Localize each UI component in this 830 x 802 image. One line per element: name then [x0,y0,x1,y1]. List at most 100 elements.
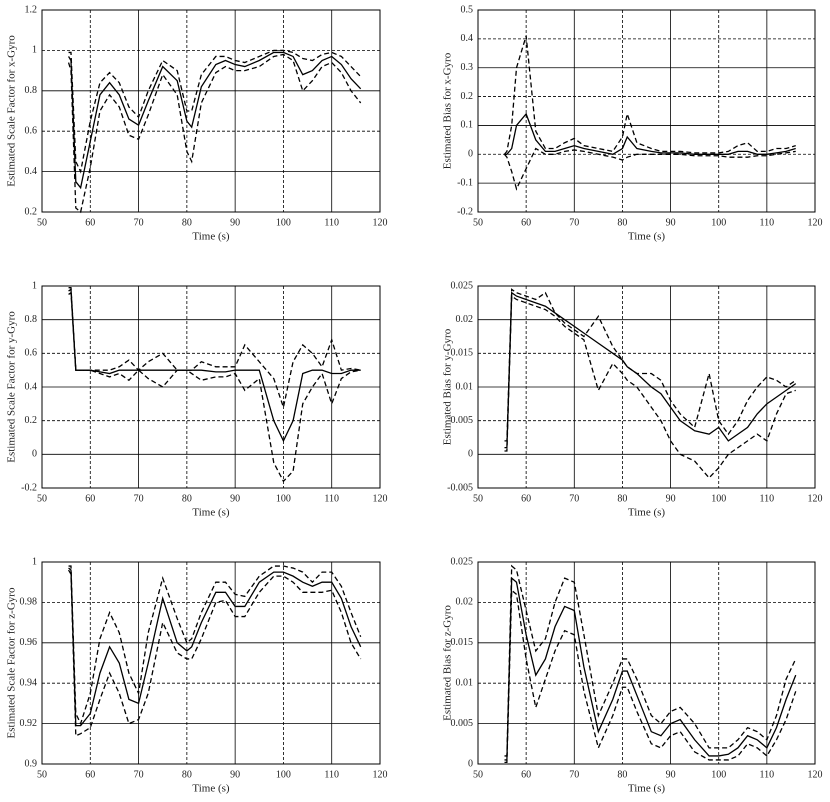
x-tick-label: 110 [760,493,775,504]
y-tick-label: -0.2 [21,482,37,493]
y-axis-title: Estimated Bias for z-Gyro [442,605,454,721]
y-tick-label: 0.9 [25,758,38,769]
y-axis-title: Estimated Bias for y-Gyro [442,328,454,445]
x-tick-label: 70 [569,217,579,228]
y-tick-label: 0 [468,149,473,160]
y-tick-label: 0.02 [456,597,474,608]
x-tick-label: 80 [182,493,192,504]
chart-panel: 50 60 70 80 90 100 110 120 0.2 0.4 0.6 0.8 1 1.2 Time … [6,4,388,242]
series-line [67,53,362,214]
chart-panel: 50 60 70 80 90 100 110 120 -0.2 0 0.2 0.4 0.6 0.8 1 Tim… [6,280,388,518]
x-tick-label: 50 [37,769,47,780]
y-tick-label: 0.015 [451,348,474,359]
y-tick-label: 0.025 [451,280,474,291]
x-tick-label: 120 [373,217,388,228]
x-tick-label: 60 [521,217,531,228]
y-tick-label: -0.1 [457,177,473,188]
x-tick-label: 90 [230,217,240,228]
y-tick-label: 0.2 [25,415,38,426]
y-axis-title: Estimated Bias for x-Gyro [442,52,454,169]
y-axis-title: Estimated Scale Factor for y-Gyro [6,311,18,463]
series-line [504,564,797,757]
x-tick-label: 120 [373,769,388,780]
plot-frame [41,9,381,213]
series-line [504,291,797,449]
x-tick-label: 90 [230,493,240,504]
y-tick-label: 0.015 [451,637,474,648]
y-tick-label: 0.4 [461,33,474,44]
series-line [504,576,797,761]
series-line [68,565,362,726]
series-line [68,567,362,727]
x-tick-label: 60 [521,769,531,780]
y-tick-label: 0.3 [461,62,474,73]
y-tick-label: 1 [32,556,37,567]
x-tick-label: 100 [711,493,726,504]
x-tick-label: 120 [808,217,823,228]
x-tick-label: 70 [569,493,579,504]
series-line [68,287,361,410]
x-tick-label: 70 [134,217,144,228]
series-line [503,147,796,191]
series-line [504,112,796,155]
y-tick-label: 0.02 [456,314,474,325]
chart-panel: 50 60 70 80 90 100 110 120 -0.005 0 0.005 0.01 0.015… [442,280,823,518]
y-tick-label: 0.96 [20,637,38,648]
x-tick-label: 50 [37,493,47,504]
y-tick-label: 0.025 [451,556,474,567]
y-tick-label: 1 [32,280,37,291]
x-axis-title: Time (s) [628,783,666,795]
x-tick-label: 100 [276,769,291,780]
x-tick-label: 100 [276,217,291,228]
chart-panel: 50 60 70 80 90 100 110 120 0 0.005 0.01 0.015 0.02 0.… [442,556,823,794]
y-tick-label: 0.1 [461,120,474,131]
x-tick-label: 70 [134,493,144,504]
x-tick-label: 110 [324,217,339,228]
y-tick-label: 0 [468,449,473,460]
x-tick-label: 110 [324,769,339,780]
y-tick-label: 0.01 [456,677,474,688]
x-tick-label: 100 [711,217,726,228]
plot-frame [477,9,816,213]
chart-panel: 50 60 70 80 90 100 110 120 0.9 0.92 0.94 0.96 0.98 1 T… [6,556,388,794]
x-tick-label: 110 [760,769,775,780]
x-tick-label: 90 [666,769,676,780]
series-line [504,588,797,764]
x-axis-title: Time (s) [628,231,666,243]
y-tick-label: 0.94 [20,677,38,688]
x-tick-label: 50 [473,493,483,504]
chart-panel: 50 60 70 80 90 100 110 120 -0.2 -0.1 0 0.1 0.2 0.3 0.4… [442,4,823,242]
x-axis-title: Time (s) [628,507,666,519]
y-tick-label: 0.4 [25,381,38,392]
x-tick-label: 80 [182,769,192,780]
x-tick-label: 80 [617,217,627,228]
plot-frame [477,561,816,765]
y-tick-label: -0.005 [447,482,473,493]
y-tick-label: 0.4 [25,166,38,177]
x-tick-label: 80 [617,769,627,780]
plot-frame [477,285,816,489]
x-axis-title: Time (s) [192,783,230,795]
y-tick-label: 0.2 [25,206,38,217]
x-axis-title: Time (s) [192,507,230,519]
x-tick-label: 50 [473,217,483,228]
y-tick-label: 1.2 [25,4,38,15]
plot-frame [41,561,381,765]
y-tick-label: 0.92 [20,718,38,729]
plot-frame [41,285,381,489]
x-tick-label: 80 [182,217,192,228]
x-tick-label: 120 [808,769,823,780]
x-tick-label: 60 [521,493,531,504]
y-tick-label: -0.2 [457,206,473,217]
x-tick-label: 60 [85,217,95,228]
y-tick-label: 0.8 [25,314,38,325]
y-axis-title: Estimated Scale Factor for x-Gyro [6,35,18,187]
y-tick-label: 0 [32,449,37,460]
y-tick-label: 0.6 [25,348,38,359]
series-line [503,35,796,155]
x-tick-label: 70 [569,769,579,780]
x-tick-label: 50 [473,769,483,780]
x-tick-label: 70 [134,769,144,780]
y-tick-label: 0.5 [461,4,474,15]
series-line [68,291,361,483]
